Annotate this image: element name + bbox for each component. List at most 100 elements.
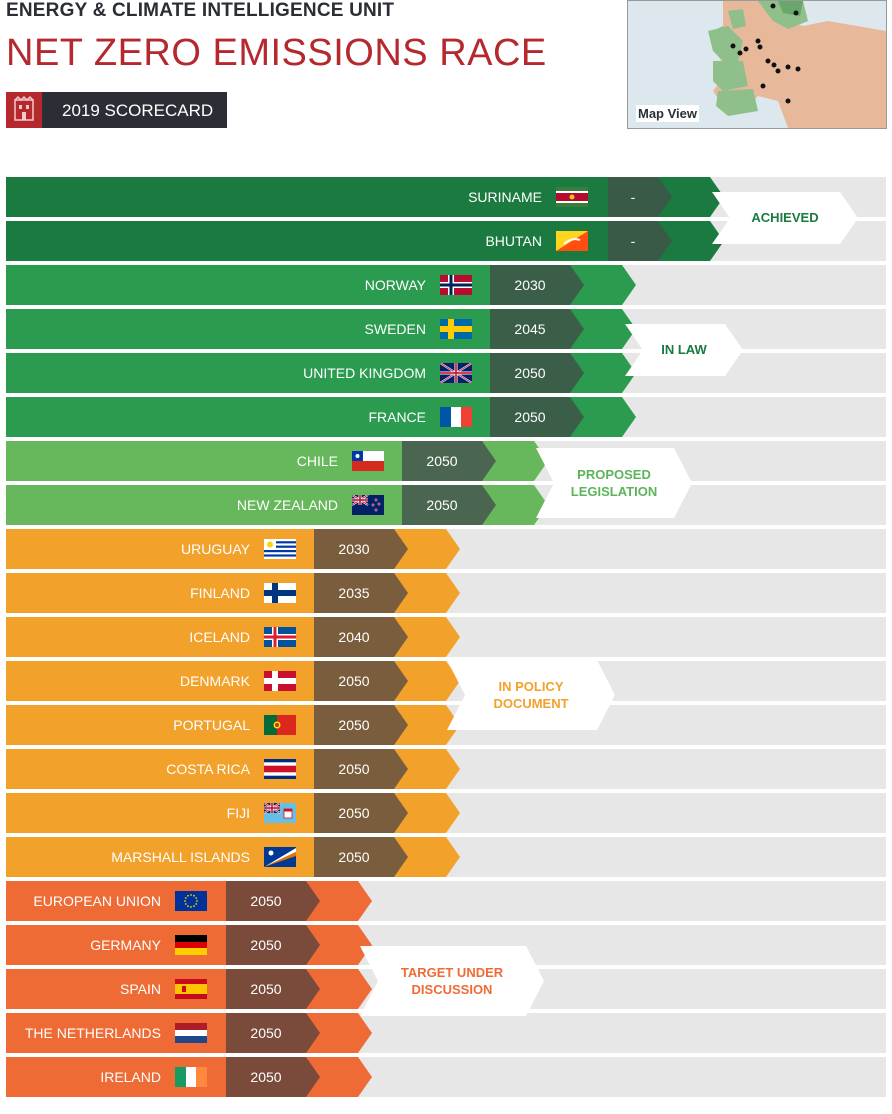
suriname-flag-icon bbox=[556, 187, 588, 207]
year-segment bbox=[314, 705, 408, 745]
france-flag-icon bbox=[440, 407, 472, 427]
target-year: 2030 bbox=[514, 277, 546, 293]
country-name: COSTA RICA bbox=[166, 761, 250, 777]
row-bar bbox=[6, 441, 548, 481]
year-segment bbox=[490, 309, 584, 349]
target-year: 2050 bbox=[338, 761, 370, 777]
target-year: 2050 bbox=[250, 1025, 282, 1041]
target-year: 2050 bbox=[426, 497, 458, 513]
year-segment bbox=[314, 793, 408, 833]
eciu-logo-icon bbox=[6, 92, 42, 128]
uruguay-flag-icon bbox=[264, 539, 296, 559]
country-name: IRELAND bbox=[100, 1069, 161, 1085]
row-bar bbox=[6, 309, 636, 349]
country-name: GERMANY bbox=[90, 937, 161, 953]
uk-flag-icon bbox=[439, 362, 473, 384]
year-segment bbox=[226, 925, 320, 965]
row-bar bbox=[6, 529, 460, 569]
country-name: MARSHALL ISLANDS bbox=[111, 849, 250, 865]
country-name: URUGUAY bbox=[181, 541, 250, 557]
row-bar-fill bbox=[6, 397, 636, 437]
target-year: 2050 bbox=[338, 805, 370, 821]
row-bar-fill bbox=[6, 221, 724, 261]
country-name: SURINAME bbox=[468, 189, 542, 205]
target-year: 2030 bbox=[338, 541, 370, 557]
country-name: ICELAND bbox=[189, 629, 250, 645]
target-year: 2050 bbox=[250, 1069, 282, 1085]
category-label-proposed: PROPOSED LEGISLATION bbox=[570, 467, 658, 499]
year-segment bbox=[314, 837, 408, 877]
target-year: 2040 bbox=[338, 629, 370, 645]
category-label-discussion: TARGET UNDER DISCUSSION bbox=[400, 965, 504, 997]
year-segment bbox=[226, 1013, 320, 1053]
year-segment bbox=[490, 265, 584, 305]
portugal-flag-icon bbox=[264, 715, 296, 735]
norway-flag-icon bbox=[440, 275, 472, 295]
year-segment bbox=[402, 485, 496, 525]
iceland-flag-icon bbox=[264, 627, 296, 647]
row-bar bbox=[6, 397, 636, 437]
country-name: UNITED KINGDOM bbox=[303, 365, 426, 381]
finland-flag-icon bbox=[264, 583, 296, 603]
marshall-flag-icon bbox=[264, 847, 296, 867]
country-name: FIJI bbox=[226, 805, 250, 821]
target-year: - bbox=[630, 233, 636, 249]
org-name: ENERGY & CLIMATE INTELLIGENCE UNIT bbox=[6, 0, 395, 21]
map-view-thumbnail[interactable]: Map View bbox=[627, 0, 887, 129]
row-bar bbox=[6, 617, 460, 657]
country-name: SWEDEN bbox=[364, 321, 426, 337]
year-segment bbox=[226, 881, 320, 921]
row-bar bbox=[6, 573, 460, 613]
category-callout-bg bbox=[625, 324, 743, 376]
germany-flag-icon bbox=[175, 935, 207, 955]
row-bar bbox=[6, 265, 636, 305]
target-year: 2050 bbox=[338, 717, 370, 733]
target-year: 2050 bbox=[514, 409, 546, 425]
target-year: 2050 bbox=[426, 453, 458, 469]
country-name: EUROPEAN UNION bbox=[33, 893, 161, 909]
category-label-achieved: ACHIEVED bbox=[751, 210, 819, 225]
country-name: NEW ZEALAND bbox=[236, 497, 338, 513]
year-segment bbox=[490, 353, 584, 393]
row-bar bbox=[6, 793, 460, 833]
target-year: 2050 bbox=[338, 849, 370, 865]
target-year: 2045 bbox=[514, 321, 546, 337]
country-name: FINLAND bbox=[190, 585, 250, 601]
target-year: 2035 bbox=[338, 585, 370, 601]
year-segment bbox=[314, 617, 408, 657]
year-segment bbox=[226, 1057, 320, 1097]
map-view-label: Map View bbox=[636, 105, 700, 122]
year-segment bbox=[608, 221, 672, 261]
row-bar-fill bbox=[6, 265, 636, 305]
costarica-flag-icon bbox=[264, 759, 296, 779]
country-name: PORTUGAL bbox=[173, 717, 250, 733]
row-bar bbox=[6, 705, 460, 745]
year-segment bbox=[314, 661, 408, 701]
ireland-flag-icon bbox=[175, 1067, 207, 1087]
category-callout-bg bbox=[447, 660, 615, 730]
year-segment bbox=[314, 573, 408, 613]
country-name: DENMARK bbox=[179, 673, 250, 689]
denmark-flag-icon bbox=[264, 671, 296, 691]
row-bar bbox=[6, 749, 460, 789]
row-bar bbox=[6, 661, 460, 701]
year-segment bbox=[402, 441, 496, 481]
year-segment bbox=[490, 397, 584, 437]
target-year: - bbox=[630, 189, 636, 205]
row-bar bbox=[6, 221, 724, 261]
row-bar-fill bbox=[6, 309, 636, 349]
country-name: CHILE bbox=[296, 453, 338, 469]
scorecard-badge: 2019 SCORECARD bbox=[6, 92, 227, 128]
year-segment bbox=[226, 969, 320, 1009]
spain-flag-icon bbox=[175, 979, 207, 999]
page-title: NET ZERO EMISSIONS RACE bbox=[6, 32, 547, 74]
category-label-policy: IN POLICY DOCUMENT bbox=[493, 679, 569, 711]
category-callout-bg bbox=[712, 192, 858, 244]
bhutan-flag-icon bbox=[556, 231, 588, 251]
sweden-flag-icon bbox=[440, 319, 472, 339]
newzealand-flag-icon bbox=[351, 494, 384, 515]
country-name: BHUTAN bbox=[485, 233, 542, 249]
target-year: 2050 bbox=[250, 893, 282, 909]
row-bar bbox=[6, 837, 460, 877]
